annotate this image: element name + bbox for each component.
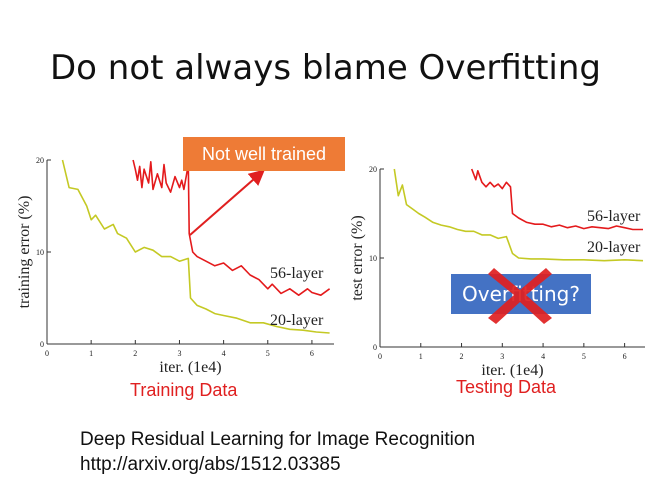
red-x-icon [488, 268, 552, 324]
training-data-caption: Training Data [130, 380, 238, 400]
slide-title: Do not always blame Overfitting [50, 48, 601, 88]
y-tick-label: 20 [36, 156, 44, 165]
not-well-trained-callout: Not well trained [183, 137, 345, 171]
x-tick-label: 4 [222, 349, 226, 358]
testing-data-caption: Testing Data [456, 377, 557, 397]
x-tick-label: 6 [623, 352, 627, 361]
y-tick-label: 20 [369, 165, 377, 174]
y-axis-label: training error (%) [16, 196, 33, 309]
series-label-20-layer: 20-layer [270, 312, 324, 329]
x-tick-label: 0 [378, 352, 382, 361]
paper-url[interactable]: http://arxiv.org/abs/1512.03385 [80, 454, 341, 475]
x-tick-label: 2 [460, 352, 464, 361]
x-tick-label: 1 [419, 352, 423, 361]
series-line-56-layer [470, 168, 643, 231]
x-tick-label: 5 [582, 352, 586, 361]
y-tick-label: 0 [40, 340, 44, 349]
series-line-20-layer [61, 159, 330, 334]
test-error-chart: 0 1 2 3 4 5 6 0 10 20 iter. (1e4) test error (%) 56-… [349, 165, 645, 379]
y-tick-label: 0 [373, 343, 377, 352]
series-label-56-layer: 56-layer [270, 265, 324, 282]
series-label-20-layer: 20-layer [587, 239, 641, 256]
training-error-chart: 0 1 2 3 4 5 6 0 10 20 iter. (1e4) training error (%… [16, 156, 334, 376]
paper-title: Deep Residual Learning for Image Recogni… [80, 429, 476, 450]
x-tick-label: 2 [133, 349, 137, 358]
x-tick-label: 1 [89, 349, 93, 358]
x-axis-label: iter. (1e4) [481, 362, 543, 379]
x-tick-label: 5 [266, 349, 270, 358]
x-tick-label: 3 [500, 352, 504, 361]
x-tick-label: 6 [310, 349, 314, 358]
x-tick-label: 0 [45, 349, 49, 358]
series-label-56-layer: 56-layer [587, 208, 641, 225]
y-tick-label: 10 [369, 254, 377, 263]
x-axis-label: iter. (1e4) [159, 359, 221, 376]
paper-reference: Deep Residual Learning for Image Recogni… [80, 427, 475, 477]
series-line-20-layer [393, 168, 644, 262]
x-tick-label: 4 [541, 352, 545, 361]
series-line-56-layer [132, 159, 331, 296]
y-tick-label: 10 [36, 248, 44, 257]
x-tick-label: 3 [177, 349, 181, 358]
y-axis-label: test error (%) [349, 215, 366, 300]
